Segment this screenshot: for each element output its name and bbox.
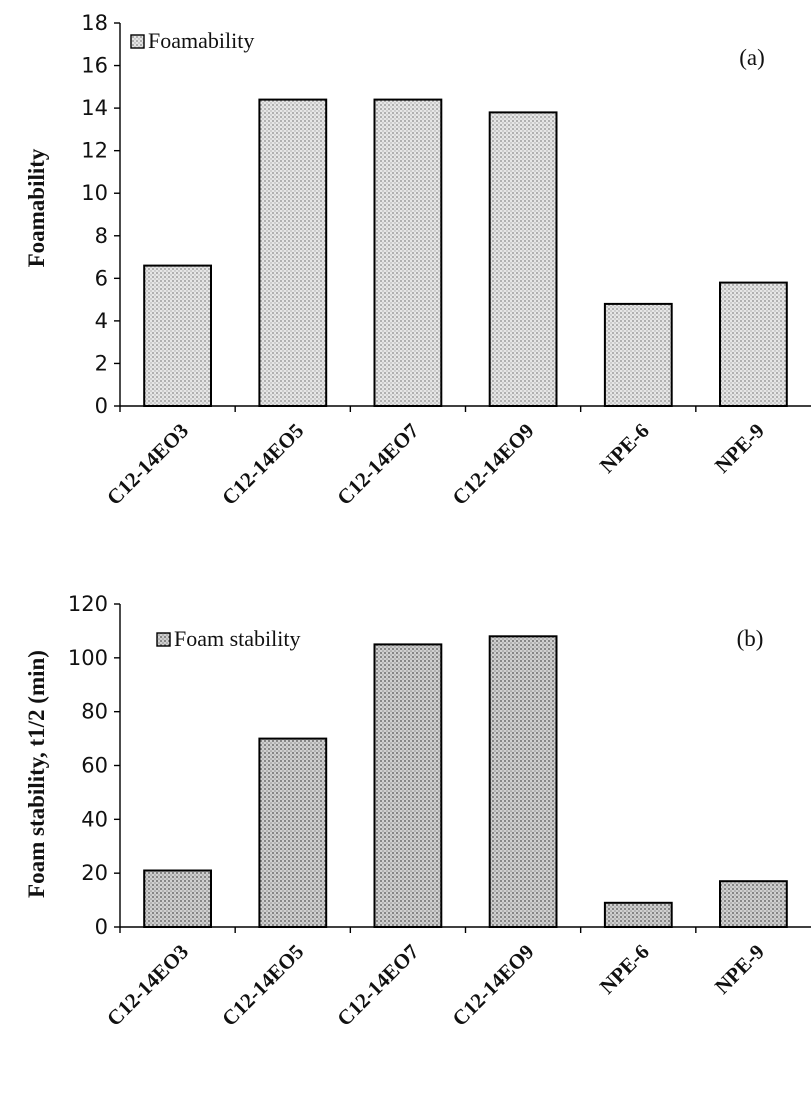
- bar-a-1: [143, 264, 212, 407]
- x-category-label-b: NPE-9: [710, 940, 769, 999]
- x-category-label-b: C12-14EO3: [102, 940, 193, 1031]
- bar-a-6: [719, 281, 788, 408]
- x-category-label-b: C12-14EO7: [332, 940, 423, 1031]
- plot-area-b: 0 20 40 60 80 100 120 C12-14EO3 C12-14EO5 C12-14E…: [68, 592, 811, 1031]
- x-category-label-b: C12-14EO9: [447, 940, 538, 1031]
- y-tick-label-b: 60: [81, 754, 108, 778]
- panel-tag-b: (b): [737, 626, 764, 651]
- chart-panel-b: 0 20 40 60 80 100 120 C12-14EO3 C12-14EO5 C12-14E…: [24, 592, 811, 1031]
- y-tick-label-a: 8: [95, 224, 108, 248]
- y-tick-label-a: 12: [81, 139, 108, 163]
- bar-a-4: [488, 111, 558, 408]
- y-tick-label-a: 2: [95, 351, 108, 375]
- y-tick-label-b: 120: [68, 592, 108, 616]
- y-tick-label-a: 10: [81, 181, 108, 205]
- legend-label-a: Foamability: [148, 28, 254, 53]
- y-tick-label-a: 18: [81, 11, 108, 35]
- y-axis-label-a: Foamability: [24, 148, 49, 267]
- x-category-label-b: NPE-6: [595, 940, 654, 999]
- y-tick-label-a: 0: [95, 394, 108, 418]
- panel-tag-a: (a): [739, 45, 765, 70]
- x-category-label-a: C12-14EO9: [447, 419, 538, 510]
- x-category-label-a: C12-14EO7: [332, 419, 423, 510]
- y-tick-label-a: 16: [81, 54, 108, 78]
- bar-b-6: [719, 880, 788, 929]
- bar-a-3: [373, 98, 443, 407]
- y-tick-label-b: 80: [81, 700, 108, 724]
- bar-a-5: [603, 302, 673, 407]
- y-tick-label-a: 4: [95, 309, 108, 333]
- chart-panel-a: 0 2 4 6 8 10 12 14 16 18 C12-14EO3 C12-14EO5 C12-14E…: [24, 11, 811, 510]
- y-axis-label-b: Foam stability, t1/2 (min): [24, 650, 49, 898]
- bar-b-1: [143, 869, 212, 928]
- legend-a: Foamability: [130, 28, 254, 53]
- bar-a-2: [258, 98, 328, 407]
- legend-label-b: Foam stability: [174, 626, 301, 651]
- x-category-label-a: NPE-6: [595, 419, 654, 478]
- y-tick-label-a: 6: [95, 266, 108, 290]
- bar-b-2: [258, 737, 328, 928]
- x-category-label-a: C12-14EO5: [217, 419, 308, 510]
- legend-swatch-b: [156, 632, 171, 647]
- bar-b-3: [373, 643, 443, 929]
- y-tick-label-b: 100: [68, 646, 108, 670]
- plot-area-a: 0 2 4 6 8 10 12 14 16 18 C12-14EO3 C12-14EO5 C12-14E…: [81, 11, 811, 510]
- bar-b-5: [603, 901, 673, 928]
- legend-b: Foam stability: [156, 626, 301, 651]
- x-category-label-b: C12-14EO5: [217, 940, 308, 1031]
- x-category-label-a: C12-14EO3: [102, 419, 193, 510]
- y-tick-label-a: 14: [81, 96, 108, 120]
- bar-b-4: [488, 635, 558, 928]
- y-tick-label-b: 20: [81, 861, 108, 885]
- legend-swatch-a: [130, 34, 145, 49]
- x-category-label-a: NPE-9: [710, 419, 769, 478]
- y-tick-label-b: 40: [81, 807, 108, 831]
- y-tick-label-b: 0: [95, 915, 108, 939]
